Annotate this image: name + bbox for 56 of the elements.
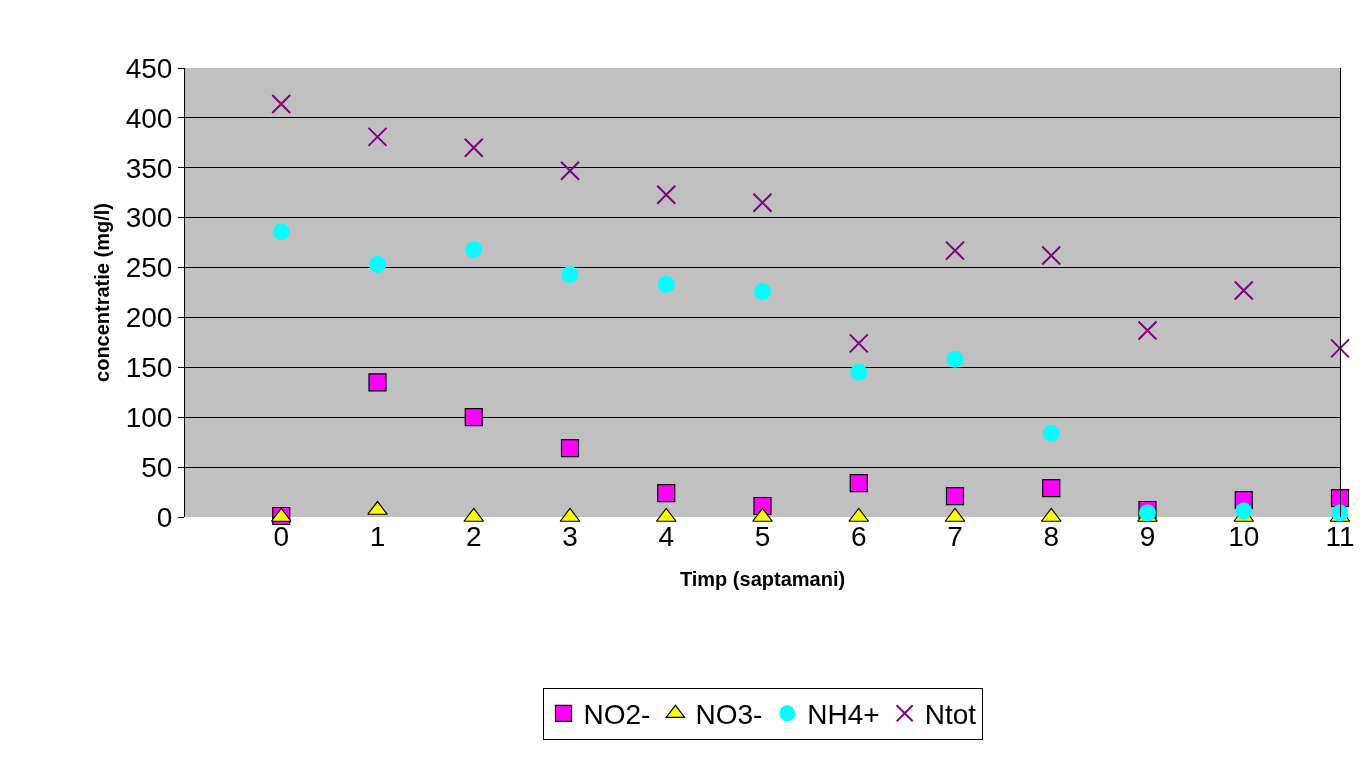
y-tick-label: 450 — [125, 52, 173, 84]
point — [656, 184, 677, 205]
point — [848, 333, 869, 354]
y-tick-label: 400 — [125, 102, 173, 134]
point — [657, 276, 675, 294]
x-tick-label: 3 — [562, 521, 578, 552]
point — [657, 483, 676, 503]
y-tick-label: 350 — [125, 152, 173, 184]
point — [272, 223, 290, 241]
legend-label: NO2- — [583, 699, 651, 731]
x-tick-label: 11 — [1325, 521, 1355, 552]
point — [754, 283, 771, 300]
point — [945, 486, 965, 506]
x-tick-label: 5 — [754, 521, 771, 552]
y-tick-label: 250 — [125, 252, 173, 284]
y-tick-label: 100 — [125, 402, 173, 434]
x-tick-label: 1 — [369, 521, 386, 552]
x-tick-label: 9 — [1139, 521, 1156, 552]
point — [367, 126, 388, 147]
point — [369, 256, 386, 274]
point — [561, 266, 579, 284]
y-tick-label: 300 — [125, 202, 173, 234]
x-tick-label: 7 — [947, 521, 963, 552]
point — [1235, 502, 1253, 520]
x-tick-label: 6 — [850, 521, 867, 552]
legend-label: NO3- — [695, 699, 763, 731]
x-tick-label: 4 — [658, 521, 675, 552]
point — [271, 93, 292, 114]
legend-label: Ntot — [924, 699, 977, 731]
x-tick-label: 10 — [1228, 521, 1260, 552]
y-tick-label: 50 — [141, 451, 173, 483]
point — [464, 408, 483, 427]
point — [945, 240, 965, 261]
point — [1330, 338, 1350, 359]
legend-label: NH4+ — [807, 699, 880, 731]
point — [752, 192, 773, 213]
x-axis-title: Timp (saptamani) — [679, 567, 846, 590]
point — [368, 373, 387, 392]
point — [850, 363, 868, 381]
x-tick-label: 2 — [465, 521, 482, 552]
point — [463, 137, 484, 158]
point — [1233, 280, 1254, 301]
point — [560, 160, 580, 181]
y-tick-label: 150 — [125, 352, 173, 384]
y-axis-title: concentratie (mg/l) — [91, 203, 114, 382]
point — [946, 350, 964, 368]
x-tick-label: 0 — [273, 521, 290, 552]
x-tick-label: 8 — [1043, 521, 1060, 552]
point — [1041, 245, 1062, 266]
point — [1042, 478, 1061, 498]
point — [1137, 320, 1158, 341]
y-tick-label: 200 — [125, 302, 173, 334]
point — [1042, 424, 1060, 442]
point — [560, 439, 580, 458]
point — [465, 241, 483, 259]
point — [849, 473, 868, 493]
